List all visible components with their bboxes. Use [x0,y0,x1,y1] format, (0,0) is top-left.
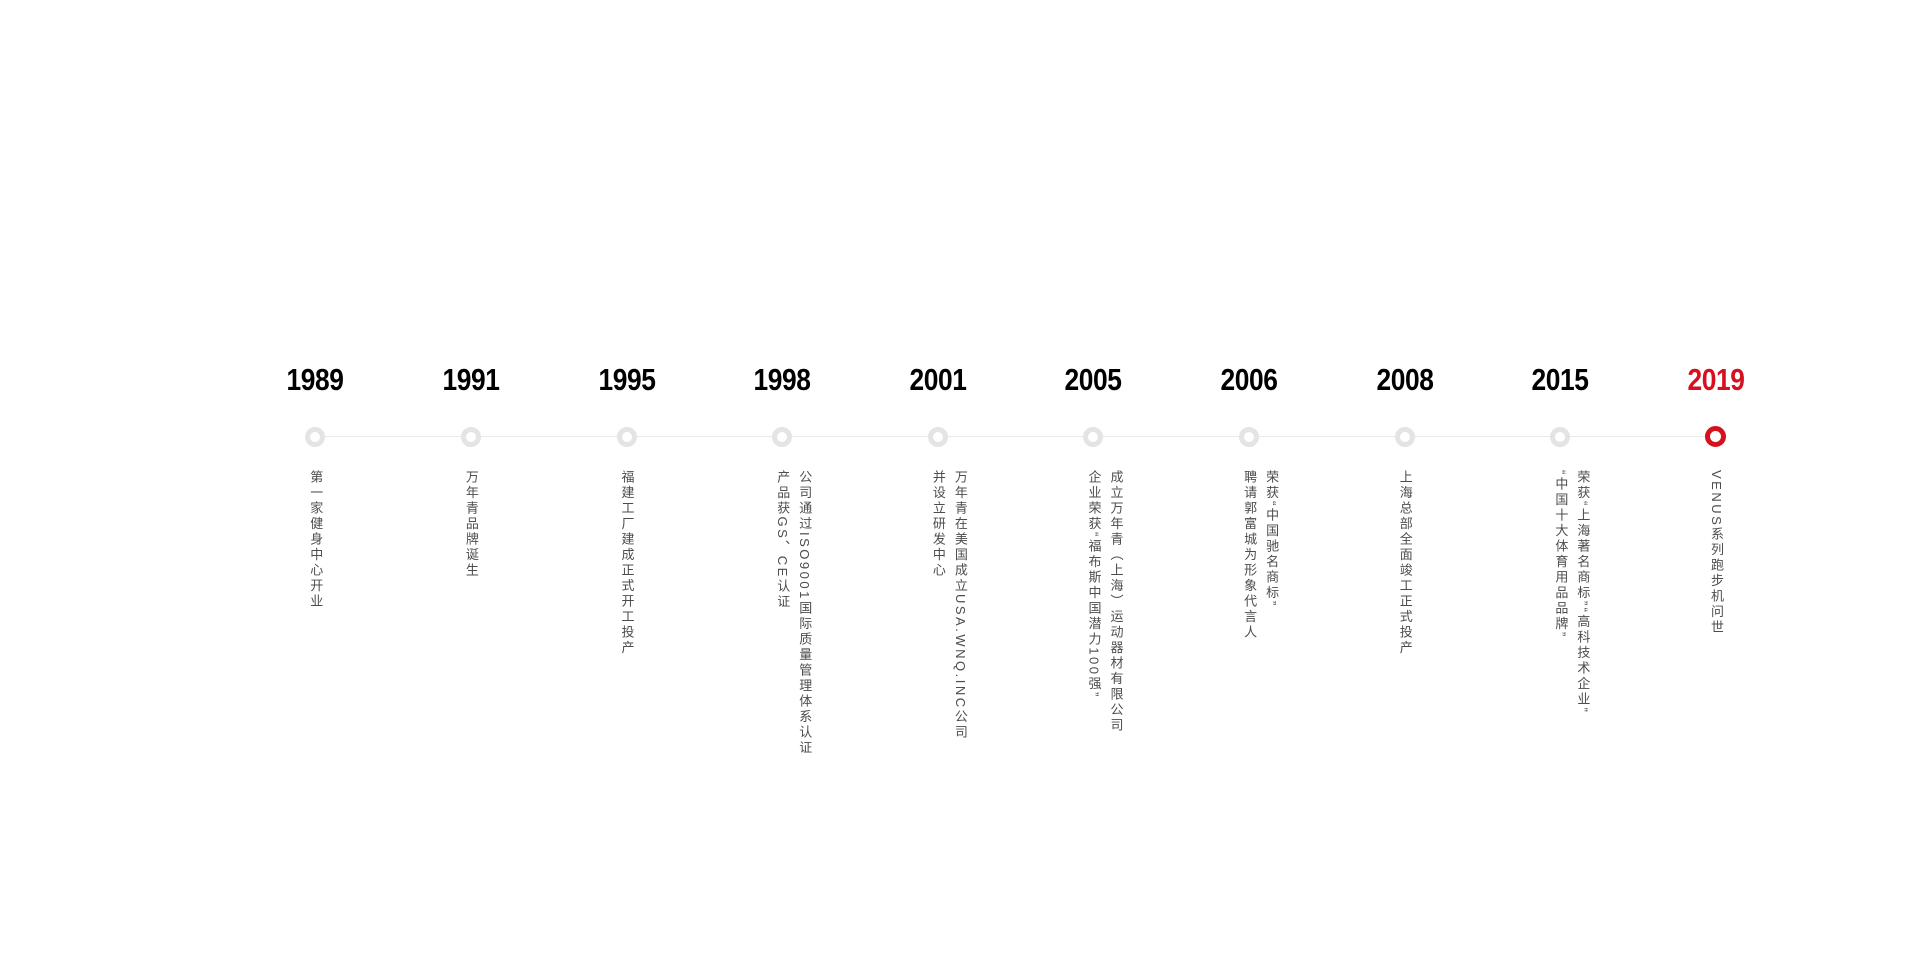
event-text-line: 荣获“中国驰名商标” [1264,470,1280,608]
event-text-line: 万年青品牌诞生 [463,470,479,579]
year-label: 2008 [1376,362,1434,397]
year-label: 2001 [909,362,967,397]
timeline-node-icon [927,427,948,447]
event-text-line: 并设立研发中心 [930,470,946,579]
timeline-node-icon [1550,427,1571,447]
year-label: 1991 [442,362,500,397]
timeline-node-icon [772,427,793,447]
event-description: VENUS系列跑步机问世 [1705,470,1727,636]
event-text-line: VENUS系列跑步机问世 [1708,470,1724,636]
year-label: 2015 [1531,362,1589,397]
year-label: 1995 [598,362,656,397]
timeline-rail [315,436,1716,437]
year-label: 2005 [1064,362,1122,397]
event-description: 上海总部全面竣工正式投产 [1394,470,1416,656]
event-description: 第一家健身中心开业 [304,470,326,610]
timeline-node-icon [1394,427,1415,447]
timeline-node-icon [1239,427,1260,447]
event-description: 荣获“中国驰名商标” 聘请郭富城为形象代言人 [1238,470,1282,641]
year-label: 1989 [286,362,344,397]
year-label: 2019 [1687,362,1745,397]
event-text-line: 产品获GS、CE认证 [775,470,791,610]
event-text-line: 万年青在美国成立USA.WNQ.INC公司 [952,470,968,741]
year-label: 2006 [1220,362,1278,397]
event-text-line: 荣获“上海著名商标”“高科技术企业” [1575,470,1591,715]
event-text-line: 企业荣获“福布斯中国潜力100强” [1086,470,1102,699]
event-description: 成立万年青（上海）运动器材有限公司 企业荣获“福布斯中国潜力100强” [1082,470,1126,734]
event-text-line: 公司通过ISO9001国际质量管理体系认证 [797,470,813,756]
event-text-line: 成立万年青（上海）运动器材有限公司 [1108,470,1124,734]
timeline-node-icon [460,427,481,447]
timeline-node-active-icon [1705,426,1727,447]
event-text-line: 聘请郭富城为形象代言人 [1242,470,1258,641]
event-text-line: 第一家健身中心开业 [308,470,324,610]
timeline-node-icon [1083,427,1104,447]
event-text-line: 上海总部全面竣工正式投产 [1397,470,1413,656]
year-label: 1998 [753,362,811,397]
event-description: 荣获“上海著名商标”“高科技术企业” “中国十大体育用品品牌” [1549,470,1593,714]
timeline-node-icon [616,427,637,447]
event-text-line: “中国十大体育用品品牌” [1553,470,1569,639]
event-text-line: 福建工厂建成正式开工投产 [619,470,635,656]
event-description: 公司通过ISO9001国际质量管理体系认证 产品获GS、CE认证 [771,470,815,756]
timeline-node-icon [305,427,326,447]
event-description: 万年青在美国成立USA.WNQ.INC公司 并设立研发中心 [927,470,971,741]
event-description: 万年青品牌诞生 [460,470,482,579]
event-description: 福建工厂建成正式开工投产 [616,470,638,656]
